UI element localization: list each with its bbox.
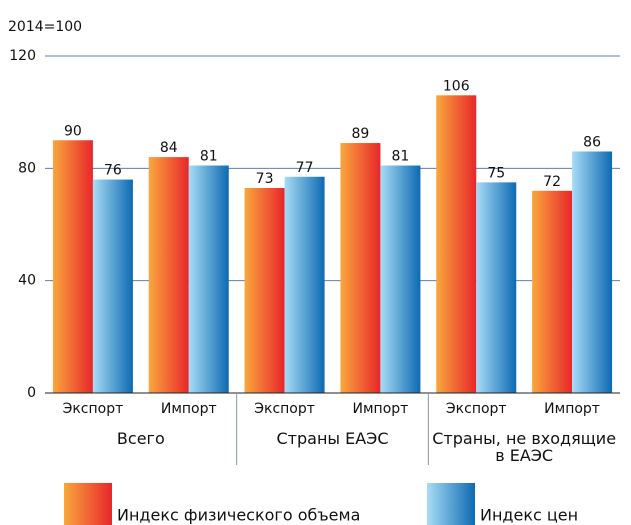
y-tick-label: 40: [18, 273, 36, 289]
bar: [380, 165, 421, 393]
bar: [284, 176, 325, 393]
group-label: Всего: [116, 429, 165, 448]
bar: [572, 151, 613, 393]
x-tick-label: Экспорт: [446, 401, 507, 417]
value-label: 73: [256, 171, 274, 187]
y-tick-label: 0: [27, 385, 36, 401]
y-tick-label: 80: [18, 160, 36, 176]
value-label: 81: [392, 149, 410, 165]
value-label: 84: [160, 140, 178, 156]
bar: [52, 140, 93, 393]
bar: [532, 190, 573, 393]
bar: [148, 157, 189, 393]
value-label: 75: [487, 165, 505, 181]
value-label: 106: [443, 78, 470, 94]
x-tick-label: Экспорт: [63, 401, 124, 417]
legend-label: Индекс физического объема: [117, 506, 360, 525]
value-label: 89: [352, 126, 370, 142]
x-tick-label: Импорт: [544, 401, 600, 417]
unit-label: 2014=100: [8, 19, 82, 35]
y-tick-label: 120: [9, 48, 36, 64]
bar: [476, 182, 517, 393]
bar: [188, 165, 229, 393]
x-tick-label: Импорт: [353, 401, 409, 417]
legend-label: Индекс цен: [480, 506, 578, 525]
group-label: Страны ЕАЭС: [276, 429, 389, 448]
value-label: 81: [200, 149, 218, 165]
x-tick-label: Импорт: [161, 401, 217, 417]
value-label: 90: [64, 123, 82, 139]
bar: [92, 179, 133, 393]
bar: [436, 95, 477, 394]
x-tick-label: Экспорт: [254, 401, 315, 417]
legend-swatch: [64, 483, 112, 525]
value-label: 72: [543, 174, 561, 190]
bar: [244, 187, 285, 393]
value-label: 76: [104, 163, 122, 179]
value-label: 86: [583, 134, 601, 150]
group-label: Страны, не входящие в ЕАЭС: [432, 429, 617, 465]
legend-swatch: [427, 483, 475, 525]
value-label: 77: [296, 160, 314, 176]
bar: [340, 143, 381, 393]
